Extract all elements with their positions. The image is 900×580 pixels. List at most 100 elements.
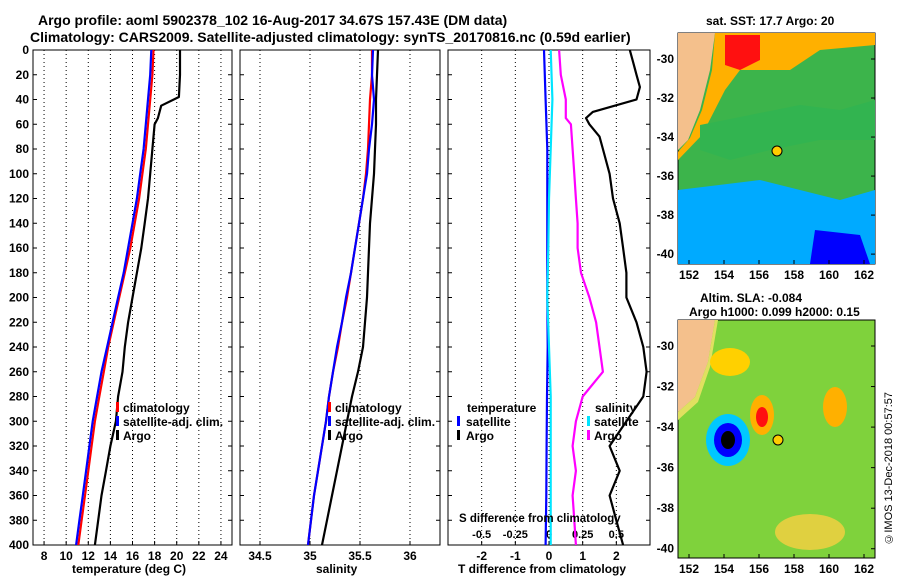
salinity-xtick-label: 35.5 xyxy=(348,549,372,563)
sal-legend: climatology satellite-adj. clim. Argo xyxy=(328,401,435,443)
difference-series-s-satellite xyxy=(546,50,554,545)
diff-legend-salinity: salinity satellite Argo xyxy=(587,401,639,443)
depth-tick-label: 280 xyxy=(9,390,29,404)
depth-tick-label: 80 xyxy=(16,142,30,156)
map-ytick-label: -36 xyxy=(657,461,675,475)
map-xtick-label: 162 xyxy=(854,562,874,576)
sst-map: 152 154 156 158 160 162 -30 -32 -34 -36 -38 -40 xyxy=(657,32,876,282)
title-line-1: Argo profile: aoml 5902378_102 16-Aug-20… xyxy=(38,12,508,28)
depth-tick-label: 320 xyxy=(9,439,29,453)
map-ytick-label: -36 xyxy=(657,169,675,183)
sal-legend-climatology: climatology xyxy=(335,401,402,415)
sla-map: 152 154 156 158 160 162 -30 -32 -34 -36 -38 -40 xyxy=(657,319,876,576)
difference-xtick-label: 1 xyxy=(579,549,586,563)
map-xtick-label: 158 xyxy=(784,562,804,576)
temperature-xtick-label: 12 xyxy=(82,549,96,563)
salinity-series-group xyxy=(306,50,380,545)
map-xtick-label: 154 xyxy=(714,562,734,576)
diff-sal-argo-swatch xyxy=(587,430,590,440)
difference-xtick-label: -1 xyxy=(510,549,521,563)
sla-land xyxy=(678,320,715,412)
temperature-xtick-label: 16 xyxy=(126,549,140,563)
temperature-xtick-label: 22 xyxy=(192,549,206,563)
sst-mid-zone xyxy=(700,100,875,160)
salinity-xtick-label: 34.5 xyxy=(248,549,272,563)
temperature-xtick-label: 18 xyxy=(148,549,162,563)
temperature-xlabel: temperature (deg C) xyxy=(72,562,187,576)
depth-tick-label: 20 xyxy=(16,68,30,82)
map-xtick-label: 156 xyxy=(749,268,769,282)
salinity-xlabel: salinity xyxy=(316,562,358,576)
map-xtick-label: 162 xyxy=(854,268,874,282)
map-ytick-label: -32 xyxy=(657,91,675,105)
difference-xtick-label: 2 xyxy=(613,549,620,563)
diff-legend-sal-title: salinity xyxy=(595,401,637,415)
map-xtick-label: 152 xyxy=(679,562,699,576)
legend-satellite-swatch xyxy=(116,416,119,426)
depth-tick-label: 240 xyxy=(9,340,29,354)
difference-series-s-argo xyxy=(558,50,605,545)
salinity-panel: 34.5 35 35.5 36 xyxy=(239,49,441,563)
legend-satellite: satellite-adj. clim. xyxy=(123,415,224,429)
sal-legend-argo-swatch xyxy=(328,430,331,440)
map-ytick-label: -32 xyxy=(657,380,675,394)
temp-legend: climatology satellite-adj. clim. Argo xyxy=(116,401,223,443)
sst-hot-core xyxy=(725,35,760,70)
depth-tick-label: 260 xyxy=(9,365,29,379)
difference-xlabel: T difference from climatology xyxy=(458,562,627,576)
depth-tick-label: 360 xyxy=(9,489,29,503)
difference-panel: -2 -1 0 1 2-0.5 -0.25 0 0.25 0.5 xyxy=(447,49,651,563)
depth-tick-label: 380 xyxy=(9,513,29,527)
sla-map-title-1: Altim. SLA: -0.084 xyxy=(700,291,803,305)
map-xtick-label: 156 xyxy=(749,562,769,576)
sal-legend-argo: Argo xyxy=(335,429,363,443)
diff-temp-argo: Argo xyxy=(466,429,494,443)
map-ytick-label: -34 xyxy=(657,130,675,144)
difference-top-xtick-label: 0.25 xyxy=(572,529,593,541)
salinity-xtick-label: 35 xyxy=(303,549,317,563)
map-ytick-label: -38 xyxy=(657,501,675,515)
depth-tick-label: 300 xyxy=(9,414,29,428)
difference-series-t-argo xyxy=(584,50,648,545)
difference-xtick-label: -2 xyxy=(476,549,487,563)
diff-sal-sat: satellite xyxy=(594,415,639,429)
depth-tick-label: 0 xyxy=(22,43,29,57)
sst-ticks: 152 154 156 158 160 162 -30 -32 -34 -36 -38 -40 xyxy=(657,52,875,282)
difference-xtick-label: 0 xyxy=(546,549,553,563)
depth-tick-label: 140 xyxy=(9,216,29,230)
difference-top-xtick-label: 0 xyxy=(546,529,552,541)
temperature-xtick-label: 20 xyxy=(170,549,184,563)
map-xtick-label: 160 xyxy=(819,562,839,576)
profile-charts: 8 10 12 14 16 18 20 22 2402040608010012014016018… xyxy=(9,43,651,563)
sal-legend-satellite-swatch xyxy=(328,416,331,426)
sst-cold-patch xyxy=(810,230,870,264)
map-xtick-label: 154 xyxy=(714,268,734,282)
map-ytick-label: -40 xyxy=(657,247,675,261)
map-ytick-label: -38 xyxy=(657,208,675,222)
map-ytick-label: -30 xyxy=(657,339,675,353)
depth-tick-label: 200 xyxy=(9,291,29,305)
sal-legend-climatology-swatch xyxy=(328,402,331,412)
sla-high-east xyxy=(823,387,847,427)
legend-climatology-swatch xyxy=(116,402,119,412)
map-xtick-label: 158 xyxy=(784,268,804,282)
diff-temp-argo-swatch xyxy=(457,430,460,440)
sla-low-core xyxy=(721,431,735,449)
sla-ticks: 152 154 156 158 160 162 -30 -32 -34 -36 -38 -40 xyxy=(657,339,875,576)
depth-tick-label: 60 xyxy=(16,117,30,131)
diff-temp-sat: satellite xyxy=(466,415,511,429)
sla-map-title-2: Argo h1000: 0.099 h2000: 0.15 xyxy=(689,305,860,319)
difference-series-group xyxy=(542,50,648,545)
difference-top-xtick-label: -0.25 xyxy=(503,529,528,541)
sla-coast-band xyxy=(678,320,718,420)
title-line-2: Climatology: CARS2009. Satellite-adjuste… xyxy=(30,29,631,45)
imos-credit: ©IMOS 13-Dec-2018 00:57:57 xyxy=(883,392,895,545)
temperature-xtick-label: 24 xyxy=(214,549,228,563)
temperature-xtick-label: 10 xyxy=(59,549,73,563)
sst-argo-marker xyxy=(771,145,783,157)
sla-high-south xyxy=(775,514,845,550)
salinity-series-satellite-adj-clim- xyxy=(306,50,376,545)
map-ytick-label: -40 xyxy=(657,542,675,556)
map-ytick-label: -34 xyxy=(657,420,675,434)
sla-argo-marker xyxy=(772,434,784,446)
